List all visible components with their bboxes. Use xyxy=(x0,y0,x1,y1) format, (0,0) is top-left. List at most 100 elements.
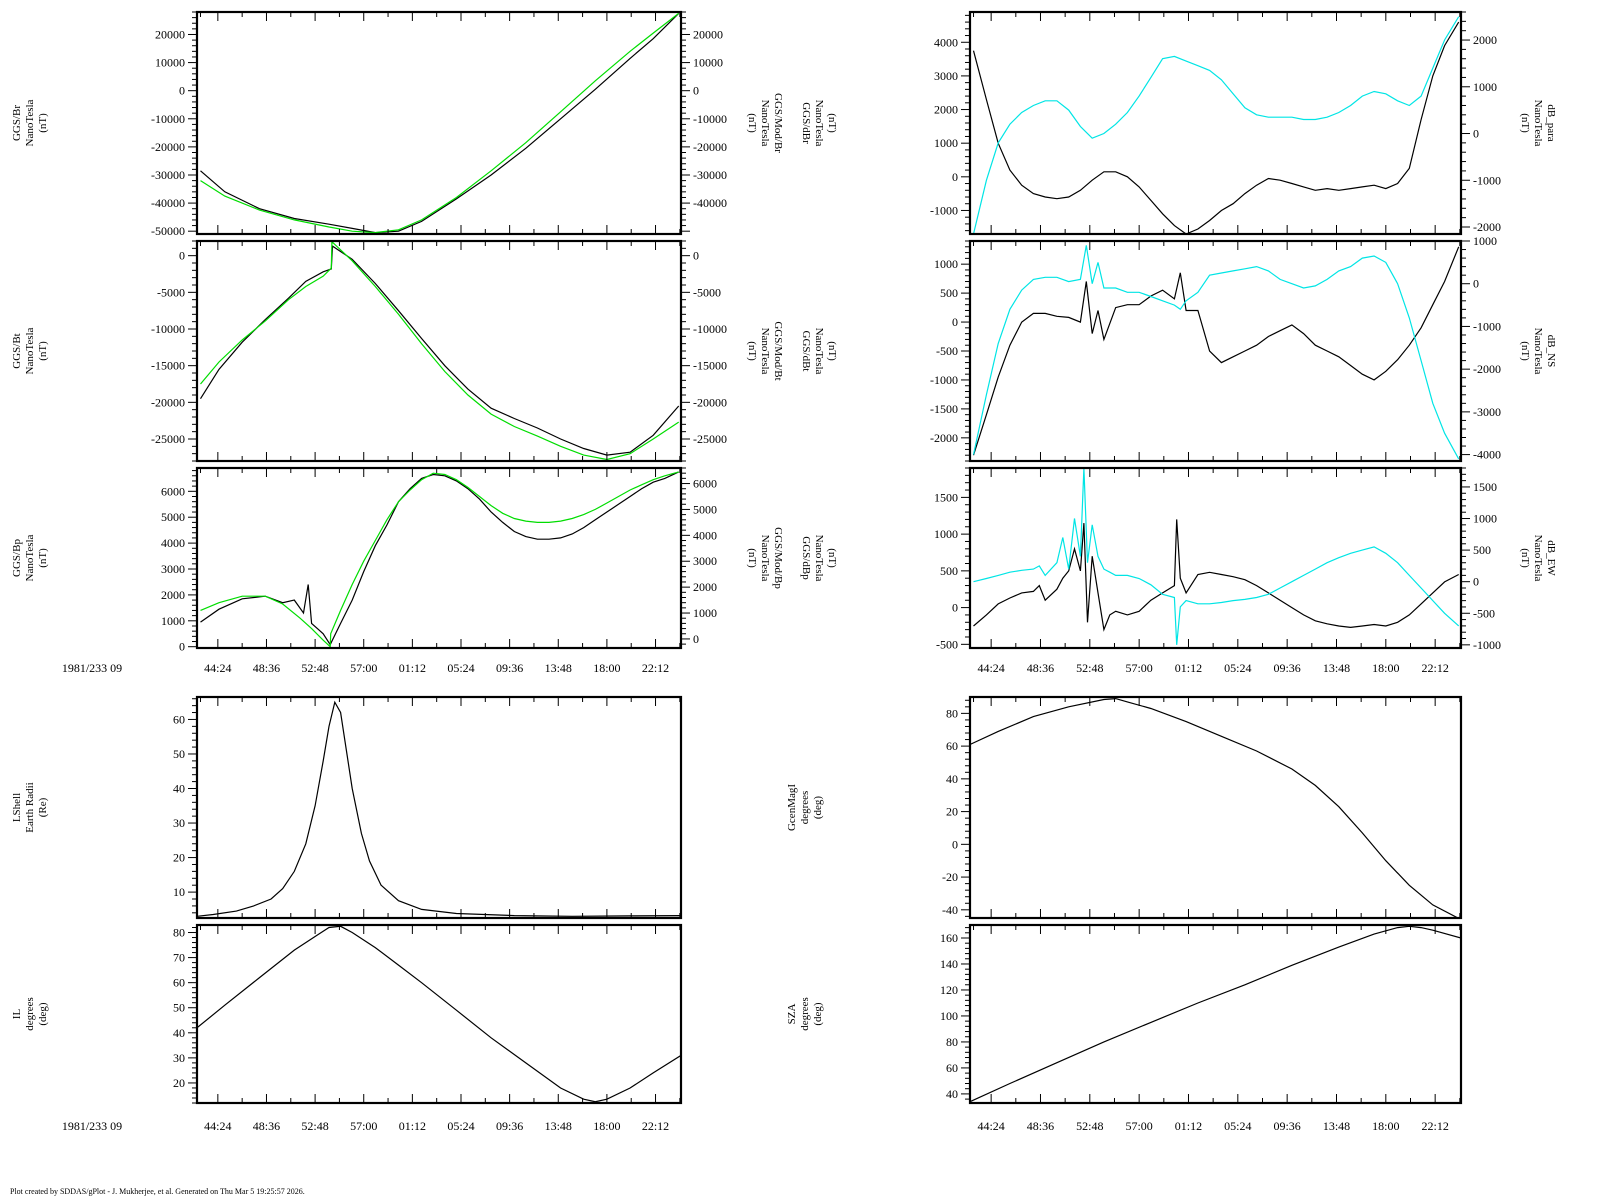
y-tick-label-right: 5000 xyxy=(693,502,717,516)
x-tick-label: 13:48 xyxy=(1323,661,1350,675)
x-tick-label: 18:00 xyxy=(593,1119,620,1133)
y-tick-label: 0 xyxy=(952,601,958,615)
series-sza xyxy=(970,925,1461,1103)
y-axis-label-right: (nT) xyxy=(1519,548,1531,568)
y-tick-label: -2000 xyxy=(930,431,958,445)
y-tick-label: 0 xyxy=(179,640,185,654)
y-tick-label: 20 xyxy=(173,1076,185,1090)
y-tick-label-right: 2000 xyxy=(1473,33,1497,47)
y-tick-label-right: -10000 xyxy=(693,322,727,336)
series-ggs-mod-bt xyxy=(200,241,680,461)
y-tick-label: 40 xyxy=(946,772,958,786)
y-tick-label: 80 xyxy=(946,706,958,720)
x-tick-label: 44:24 xyxy=(977,1119,1004,1133)
footer-credit: Plot created by SDDAS/gPlot - J. Mukherj… xyxy=(10,1187,305,1196)
y-axis-label: degrees xyxy=(799,791,811,825)
y-axis-label: (nT) xyxy=(37,548,49,568)
y-axis-label-right: GGS/Mod/Br xyxy=(772,93,784,153)
y-tick-label: -5000 xyxy=(157,285,185,299)
y-tick-label: 60 xyxy=(946,739,958,753)
x-tick-label: 13:48 xyxy=(1323,1119,1350,1133)
panel-frame xyxy=(195,239,683,463)
y-axis-label-right: (nT) xyxy=(826,548,838,568)
y-tick-label-right: 1500 xyxy=(1473,480,1497,494)
y-tick-label: 50 xyxy=(173,1001,185,1015)
panel-gcenmagi: 80 60 40 20 0 -20 -40 GcenMagI degrees (deg) xyxy=(786,695,1463,920)
x-tick-label: 52:48 xyxy=(301,661,328,675)
y-axis-label: SZA xyxy=(786,1004,798,1025)
date-label: 1981/233 09 xyxy=(62,661,122,675)
y-axis-label: (nT) xyxy=(37,341,49,361)
x-tick-label: 48:36 xyxy=(253,1119,280,1133)
x-tick-label: 05:24 xyxy=(1224,661,1251,675)
y-tick-label-right: -3000 xyxy=(1473,405,1501,419)
y-tick-label-right: 10000 xyxy=(693,56,723,70)
y-tick-label: 0 xyxy=(179,249,185,263)
x-tick-label: 01:12 xyxy=(399,661,426,675)
y-tick-label: -10000 xyxy=(151,112,185,126)
y-tick-label-right: -40000 xyxy=(693,196,727,210)
y-axis-label: Earth Radii xyxy=(24,782,36,832)
panel-il: 80 70 60 50 40 30 20 IL degrees (deg) xyxy=(11,923,683,1105)
y-tick-label-right: -2000 xyxy=(1473,220,1501,234)
y-tick-label-right: 0 xyxy=(1473,575,1479,589)
y-axis-label-right: NanoTesla xyxy=(1532,328,1544,375)
x-tick-label: 52:48 xyxy=(1076,1119,1103,1133)
x-tick-label: 09:36 xyxy=(1273,1119,1300,1133)
y-tick-label: 60 xyxy=(173,712,185,726)
y-tick-label: 30 xyxy=(173,816,185,830)
series-ggs-dbt xyxy=(972,246,1460,456)
panel-ggs-bt: 0 -5000 -10000 -15000 -20000 -25000 0 -5000 -100… xyxy=(11,239,838,463)
x-tick-label: 57:00 xyxy=(350,661,377,675)
y-tick-label: 0 xyxy=(952,837,958,851)
chart-group-top-left: 20000100000-10000-20000-30000-40000-5000… xyxy=(11,10,838,675)
x-tick-label: 48:36 xyxy=(1027,661,1054,675)
x-tick-label: 57:00 xyxy=(1125,1119,1152,1133)
panel-frame xyxy=(968,10,1463,236)
x-tick-label: 05:24 xyxy=(447,661,474,675)
y-tick-label-right: 0 xyxy=(693,632,699,646)
panel-db-ns: 1000 500 0 -500 -1000 -1500 -2000 1000 0 -1000 -20… xyxy=(930,234,1557,463)
y-axis-label-right: (nT) xyxy=(1519,341,1531,361)
x-tick-label: 22:12 xyxy=(1421,661,1448,675)
x-tick-label: 57:00 xyxy=(350,1119,377,1133)
y-axis-label-right: NanoTesla xyxy=(813,100,825,147)
x-tick-label: 44:24 xyxy=(204,1119,231,1133)
y-axis-label: (Re) xyxy=(37,797,49,817)
y-axis-label: degrees xyxy=(24,997,36,1031)
y-tick-label: -50000 xyxy=(151,224,185,238)
y-tick-label-right: -20000 xyxy=(693,140,727,154)
y-tick-label: -20000 xyxy=(151,395,185,409)
y-tick-label: 1000 xyxy=(934,136,958,150)
y-tick-label: 40 xyxy=(946,1087,958,1101)
y-tick-label: 6000 xyxy=(161,484,185,498)
panel-sza: 160 140 120 100 80 60 40 SZA degrees (deg) xyxy=(786,923,1463,1105)
y-axis-label-right: NanoTesla xyxy=(1532,535,1544,582)
x-tick-label: 18:00 xyxy=(593,661,620,675)
y-tick-label: 80 xyxy=(946,1035,958,1049)
y-tick-label-right: 1000 xyxy=(693,606,717,620)
y-tick-label-right: -5000 xyxy=(693,285,721,299)
chart-group-top-right: 4000 3000 2000 1000 0 -1000 2000 1000 0 -1000 -200… xyxy=(930,10,1557,675)
series-ggs-bp xyxy=(200,471,679,646)
y-tick-label-right: 0 xyxy=(693,249,699,263)
y-tick-label-right: -2000 xyxy=(1473,362,1501,376)
y-tick-label-right: -500 xyxy=(1473,606,1495,620)
y-axis-label-right: GGS/dBp xyxy=(800,536,812,580)
x-tick-label: 05:24 xyxy=(447,1119,474,1133)
y-tick-label-right: -1000 xyxy=(1473,173,1501,187)
y-axis-label: (deg) xyxy=(812,796,824,820)
series-ggs-mod-br xyxy=(200,12,680,234)
y-tick-label-right: -25000 xyxy=(693,432,727,446)
panel-frame xyxy=(195,466,683,650)
y-axis-label-right: GGS/Mod/Bt xyxy=(772,321,784,380)
y-tick-label: 20000 xyxy=(155,27,185,41)
x-tick-label: 22:12 xyxy=(642,1119,669,1133)
series-db-ew xyxy=(973,468,1460,645)
y-tick-label: -40 xyxy=(942,903,958,917)
y-tick-label-right: -15000 xyxy=(693,359,727,373)
series-ggs-br xyxy=(200,12,680,234)
y-tick-label: -1000 xyxy=(930,373,958,387)
y-tick-label: 120 xyxy=(940,983,958,997)
y-tick-label: 1000 xyxy=(934,527,958,541)
